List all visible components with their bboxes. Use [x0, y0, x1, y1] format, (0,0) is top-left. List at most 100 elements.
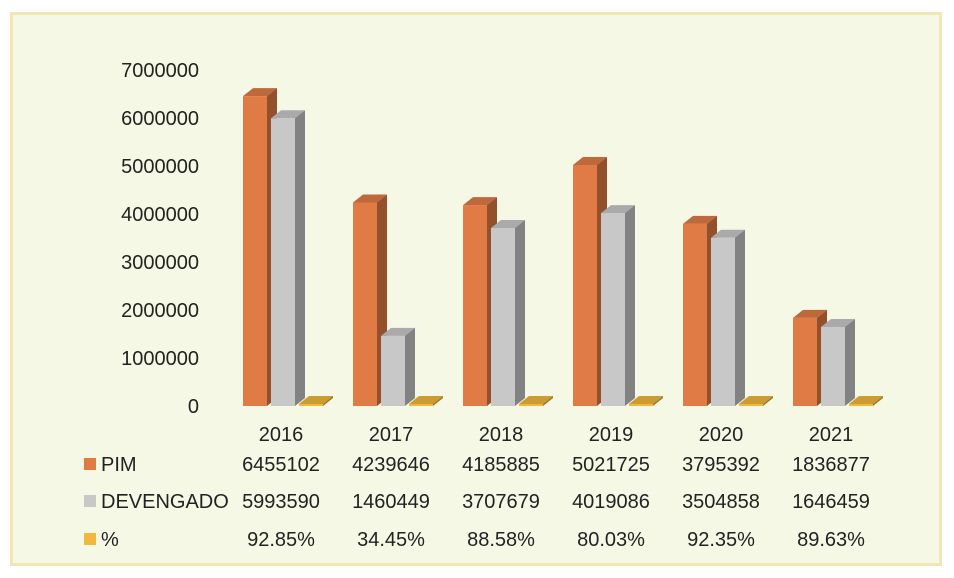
legend-key-1 [84, 495, 96, 507]
y-tick-label: 3000000 [121, 252, 199, 274]
y-tick-label: 5000000 [121, 156, 199, 178]
x-tick-label: 2021 [809, 424, 854, 446]
x-axis: 2016 2017 2018 2019 2020 2021 [259, 424, 854, 446]
y-tick-label: 7000000 [121, 60, 199, 82]
bar-front [573, 164, 597, 406]
bar-top [573, 156, 607, 165]
y-tick-label: 4000000 [121, 204, 199, 226]
legend-label: % [101, 529, 119, 551]
x-tick-label: 2017 [369, 424, 414, 446]
legend-label: DEVENGADO [101, 491, 229, 513]
bar-side [515, 220, 525, 406]
bar-top [629, 396, 663, 404]
x-tick-label: 2019 [589, 424, 634, 446]
x-tick-label: 2018 [479, 424, 524, 446]
data-table-cell: 5993590 [242, 491, 320, 513]
bar-devengado-2018 [491, 220, 525, 406]
data-table-cell: 5021725 [572, 454, 650, 476]
bar-side [845, 318, 855, 406]
bar-top [711, 229, 745, 238]
bar-top [821, 318, 855, 327]
bar-top [409, 396, 443, 404]
bar-side [433, 396, 443, 406]
y-tick-label: 6000000 [121, 108, 199, 130]
bars [243, 88, 883, 407]
bar-devengado-2019 [601, 205, 635, 406]
bar-front [243, 96, 267, 407]
data-table-cell: 92.85% [247, 529, 315, 551]
bar-front [409, 404, 433, 406]
bar-front [793, 317, 817, 406]
bar-top [299, 396, 333, 404]
y-tick-label: 0 [188, 396, 199, 418]
data-table-cell: 80.03% [577, 529, 645, 551]
data-table-cell: 1646459 [792, 491, 870, 513]
data-table-cell: 3795392 [682, 454, 760, 476]
bar-front [739, 404, 763, 406]
bar-side [653, 396, 663, 406]
data-table-cell: 34.45% [357, 529, 425, 551]
x-tick-label: 2016 [259, 424, 304, 446]
bar-devengado-2017 [381, 327, 415, 406]
bar-devengado-2016 [271, 110, 305, 406]
data-table-cell: 1836877 [792, 454, 870, 476]
bar-side [873, 396, 883, 406]
bar-pct-2021 [849, 396, 883, 406]
y-tick-label: 1000000 [121, 348, 199, 370]
bar-side [735, 229, 745, 406]
bar-front [711, 237, 735, 406]
bar-top [519, 396, 553, 404]
chart-svg: 0 1000000 2000000 3000000 4000000 5000000 6000… [84, 60, 883, 551]
bar-front [821, 326, 845, 406]
legend-key-2 [84, 533, 96, 545]
bar-pim-2017 [353, 194, 387, 406]
bar-top [463, 197, 497, 206]
bar-pct-2018 [519, 396, 553, 406]
bar-devengado-2020 [711, 229, 745, 406]
bar-top [793, 309, 827, 318]
bar-top [739, 396, 773, 404]
bar-top [243, 88, 277, 97]
bar-front [601, 213, 625, 406]
chart-frame: 0 1000000 2000000 3000000 4000000 5000000 6000… [10, 12, 942, 566]
bar-pct-2016 [299, 396, 333, 406]
bar-top [601, 205, 635, 214]
data-table-cell: 1460449 [352, 491, 430, 513]
bar-top [491, 220, 525, 229]
bar-front [299, 404, 323, 406]
data-table-cell: 88.58% [467, 529, 535, 551]
bar-front [519, 404, 543, 406]
bar-top [381, 327, 415, 336]
bar-side [543, 396, 553, 406]
bar-front [491, 228, 515, 406]
bar-front [683, 223, 707, 406]
data-table-cell: 4185885 [462, 454, 540, 476]
data-table-cell: 6455102 [242, 454, 320, 476]
data-table-cell: 3504858 [682, 491, 760, 513]
x-tick-label: 2020 [699, 424, 744, 446]
bar-front [353, 202, 377, 406]
bar-top [271, 110, 305, 119]
data-table-cell: 4239646 [352, 454, 430, 476]
y-axis: 0 1000000 2000000 3000000 4000000 5000000 6000… [121, 60, 199, 418]
bar-devengado-2021 [821, 318, 855, 406]
bar-pct-2020 [739, 396, 773, 406]
bar-top [683, 215, 717, 224]
bar-side [763, 396, 773, 406]
bar-side [295, 110, 305, 406]
bar-side [405, 327, 415, 406]
data-table-cell: 92.35% [687, 529, 755, 551]
bar-front [849, 404, 873, 406]
data-table-cell: 4019086 [572, 491, 650, 513]
bar-front [463, 205, 487, 406]
bar-front [381, 335, 405, 406]
data-table: PIM 6455102 4239646 4185885 5021725 3795392 18… [84, 454, 870, 551]
bar-side [323, 396, 333, 406]
legend-label: PIM [101, 454, 137, 476]
data-table-cell: 89.63% [797, 529, 865, 551]
bar-front [629, 404, 653, 406]
bar-top [849, 396, 883, 404]
bar-pct-2019 [629, 396, 663, 406]
bar-front [271, 118, 295, 406]
bar-top [353, 194, 387, 203]
